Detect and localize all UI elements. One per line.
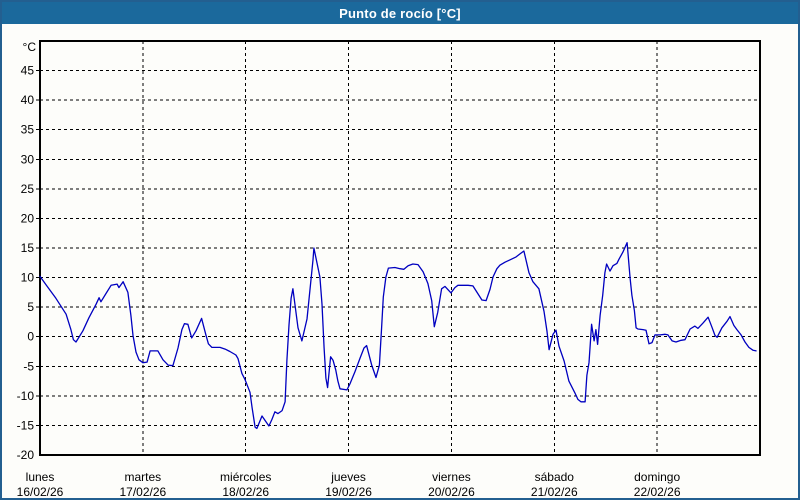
- date-label: 22/02/26: [634, 485, 681, 498]
- chart-area: 45 40 35 30 25 20 15 10 5 0 -5 -10 -15 °C -20 lunes 16/0…: [2, 24, 798, 498]
- window-titlebar: Punto de rocío [°C]: [2, 2, 798, 24]
- y-tick-label: 0: [27, 330, 34, 344]
- y-tick-label: 25: [21, 182, 35, 196]
- day-label: domingo: [634, 470, 680, 484]
- y-tick-label: 5: [27, 300, 34, 314]
- date-label: 16/02/26: [17, 485, 64, 498]
- y-tick-label: 20: [21, 211, 35, 225]
- plot-frame: [39, 40, 761, 456]
- y-tick-label: 35: [21, 123, 35, 137]
- y-tick-label: 30: [21, 152, 35, 166]
- day-label: sábado: [535, 470, 575, 484]
- day-label: miércoles: [220, 470, 271, 484]
- y-tick-label: 40: [21, 93, 35, 107]
- date-label: 17/02/26: [119, 485, 166, 498]
- date-label: 21/02/26: [531, 485, 578, 498]
- date-label: 18/02/26: [222, 485, 269, 498]
- day-label: viernes: [432, 470, 471, 484]
- y-tick-label: 45: [21, 64, 35, 78]
- day-label: martes: [125, 470, 162, 484]
- y-tick-label: 10: [21, 271, 35, 285]
- y-tick-label: 15: [21, 241, 35, 255]
- dewpoint-chart: 45 40 35 30 25 20 15 10 5 0 -5 -10 -15 °C -20 lunes16/0…: [17, 40, 761, 498]
- day-label: lunes: [26, 470, 55, 484]
- y-tick-label: -10: [17, 389, 35, 403]
- y-tick-label: -5: [23, 359, 34, 373]
- y-bottom-label: -20: [17, 448, 35, 462]
- window-title: Punto de rocío [°C]: [339, 5, 461, 21]
- day-label: jueves: [330, 470, 366, 484]
- date-label: 20/02/26: [428, 485, 475, 498]
- y-tick-label: -15: [17, 418, 35, 432]
- dewpoint-line: [39, 242, 757, 430]
- date-label: 19/02/26: [325, 485, 372, 498]
- y-unit-label: °C: [23, 40, 37, 54]
